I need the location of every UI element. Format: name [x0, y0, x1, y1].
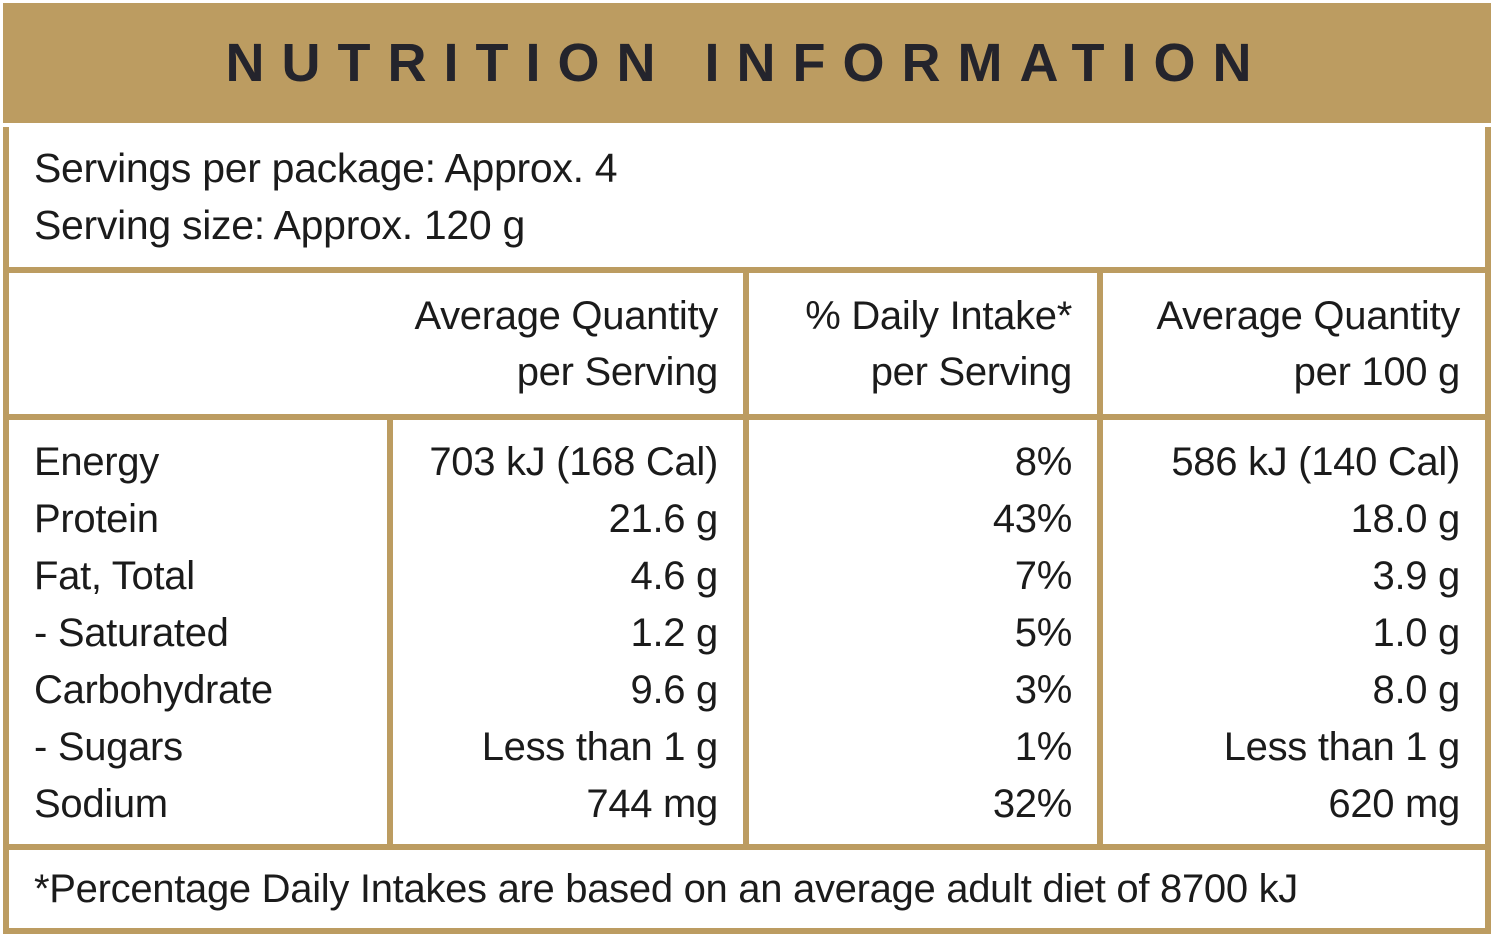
- column-header-per-serving: Average Quantity per Serving: [9, 273, 743, 414]
- servings-per-package: Servings per package: Approx. 4: [34, 145, 618, 191]
- column-header-per-100g: Average Quantity per 100 g: [1103, 273, 1485, 414]
- serving-info-section: Servings per package: Approx. 4 Serving …: [9, 127, 1485, 267]
- value-per-serving: 21.6 g: [608, 497, 719, 541]
- value-per-100g: 8.0 g: [1372, 668, 1461, 712]
- nutrient-label: Fat, Total: [34, 554, 195, 598]
- nutrient-label: - Saturated: [34, 611, 229, 655]
- nutrient-label: Energy: [34, 440, 159, 484]
- value-per-100g: 3.9 g: [1372, 554, 1461, 598]
- nutrition-table: Servings per package: Approx. 4 Serving …: [3, 127, 1491, 934]
- value-daily-intake: 1%: [1014, 725, 1073, 769]
- value-per-100g: Less than 1 g: [1223, 725, 1461, 769]
- nutrient-label: Carbohydrate: [34, 668, 273, 712]
- value-per-100g: 620 mg: [1328, 782, 1460, 826]
- serving-size: Serving size: Approx. 120 g: [34, 202, 526, 248]
- value-per-100g: 18.0 g: [1350, 497, 1461, 541]
- title-bar: NUTRITION INFORMATION: [3, 3, 1491, 123]
- value-daily-intake: 7%: [1014, 554, 1073, 598]
- value-daily-intake: 3%: [1014, 668, 1073, 712]
- per-serving-column: 703 kJ (168 Cal) 21.6 g 4.6 g 1.2 g 9.6 …: [393, 420, 743, 844]
- value-per-100g: 586 kJ (140 Cal): [1171, 440, 1460, 484]
- value-per-serving: 1.2 g: [630, 611, 719, 655]
- daily-intake-column: 8% 43% 7% 5% 3% 1% 32%: [749, 420, 1097, 844]
- value-daily-intake: 5%: [1014, 611, 1073, 655]
- value-per-serving: 9.6 g: [630, 668, 719, 712]
- nutrition-label: NUTRITION INFORMATION Servings per packa…: [3, 3, 1491, 934]
- value-per-serving: Less than 1 g: [481, 725, 719, 769]
- per-100g-column: 586 kJ (140 Cal) 18.0 g 3.9 g 1.0 g 8.0 …: [1103, 420, 1485, 844]
- nutrient-label: Protein: [34, 497, 159, 541]
- nutrient-label: - Sugars: [34, 725, 183, 769]
- value-per-100g: 1.0 g: [1372, 611, 1461, 655]
- nutrient-label-column: Energy Protein Fat, Total - Saturated Ca…: [9, 420, 387, 844]
- value-per-serving: 4.6 g: [630, 554, 719, 598]
- value-daily-intake: 32%: [992, 782, 1072, 826]
- value-daily-intake: 8%: [1014, 440, 1073, 484]
- value-per-serving: 744 mg: [586, 782, 718, 826]
- daily-intake-footnote: *Percentage Daily Intakes are based on a…: [9, 850, 1485, 928]
- nutrient-label: Sodium: [34, 782, 168, 826]
- value-daily-intake: 43%: [992, 497, 1072, 541]
- value-per-serving: 703 kJ (168 Cal): [429, 440, 718, 484]
- column-header-daily-intake: % Daily Intake* per Serving: [749, 273, 1097, 414]
- page-title: NUTRITION INFORMATION: [225, 33, 1269, 93]
